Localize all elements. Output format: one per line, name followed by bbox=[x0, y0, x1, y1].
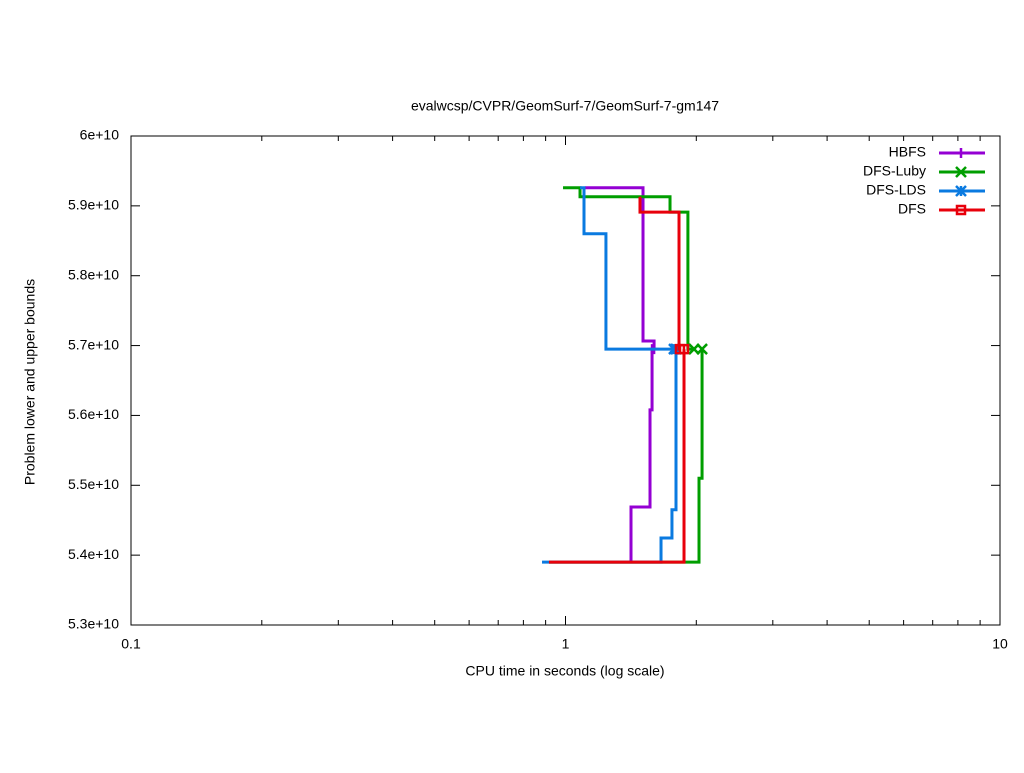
marker bbox=[696, 343, 708, 355]
series-line bbox=[548, 196, 686, 564]
legend-label: DFS bbox=[898, 201, 926, 217]
series-line bbox=[542, 186, 678, 564]
chart-title: evalwcsp/CVPR/GeomSurf-7/GeomSurf-7-gm14… bbox=[411, 98, 719, 114]
marker bbox=[955, 185, 967, 197]
plot-border bbox=[130, 135, 1001, 626]
y-tick-label: 6e+10 bbox=[80, 127, 120, 143]
legend-label: DFS-LDS bbox=[866, 182, 926, 198]
legend-label: HBFS bbox=[889, 144, 926, 160]
y-tick-label: 5.6e+10 bbox=[68, 406, 119, 422]
y-tick-label: 5.8e+10 bbox=[68, 266, 119, 282]
x-tick-label: 0.1 bbox=[121, 636, 141, 652]
y-tick-label: 5.4e+10 bbox=[68, 546, 119, 562]
marker bbox=[955, 204, 967, 216]
x-tick-label: 1 bbox=[562, 636, 570, 652]
x-axis-label: CPU time in seconds (log scale) bbox=[465, 663, 664, 679]
series-line bbox=[585, 186, 656, 563]
x-tick-label: 10 bbox=[992, 636, 1008, 652]
y-tick-label: 5.9e+10 bbox=[68, 197, 119, 213]
legend-label: DFS-Luby bbox=[863, 163, 926, 179]
marker bbox=[956, 148, 966, 158]
marker bbox=[955, 166, 967, 178]
y-tick-label: 5.7e+10 bbox=[68, 336, 119, 352]
y-tick-label: 5.5e+10 bbox=[68, 476, 119, 492]
marker bbox=[678, 343, 690, 355]
y-tick-label: 5.3e+10 bbox=[68, 616, 119, 632]
y-axis-label: Problem lower and upper bounds bbox=[22, 279, 38, 485]
